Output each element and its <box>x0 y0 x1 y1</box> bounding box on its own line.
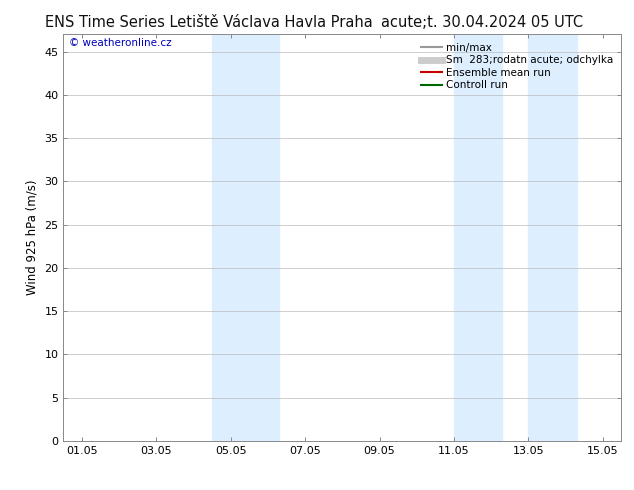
Text: ENS Time Series Letiště Václava Havla Praha: ENS Time Series Letiště Václava Havla Pr… <box>46 15 373 30</box>
Bar <box>249 34 279 441</box>
Bar <box>212 34 249 441</box>
Y-axis label: Wind 925 hPa (m/s): Wind 925 hPa (m/s) <box>26 180 39 295</box>
Text: acute;t. 30.04.2024 05 UTC: acute;t. 30.04.2024 05 UTC <box>381 15 583 30</box>
Bar <box>528 34 577 441</box>
Text: © weatheronline.cz: © weatheronline.cz <box>69 38 172 49</box>
Bar <box>454 34 502 441</box>
Legend: min/max, Sm  283;rodatn acute; odchylka, Ensemble mean run, Controll run: min/max, Sm 283;rodatn acute; odchylka, … <box>418 40 616 94</box>
